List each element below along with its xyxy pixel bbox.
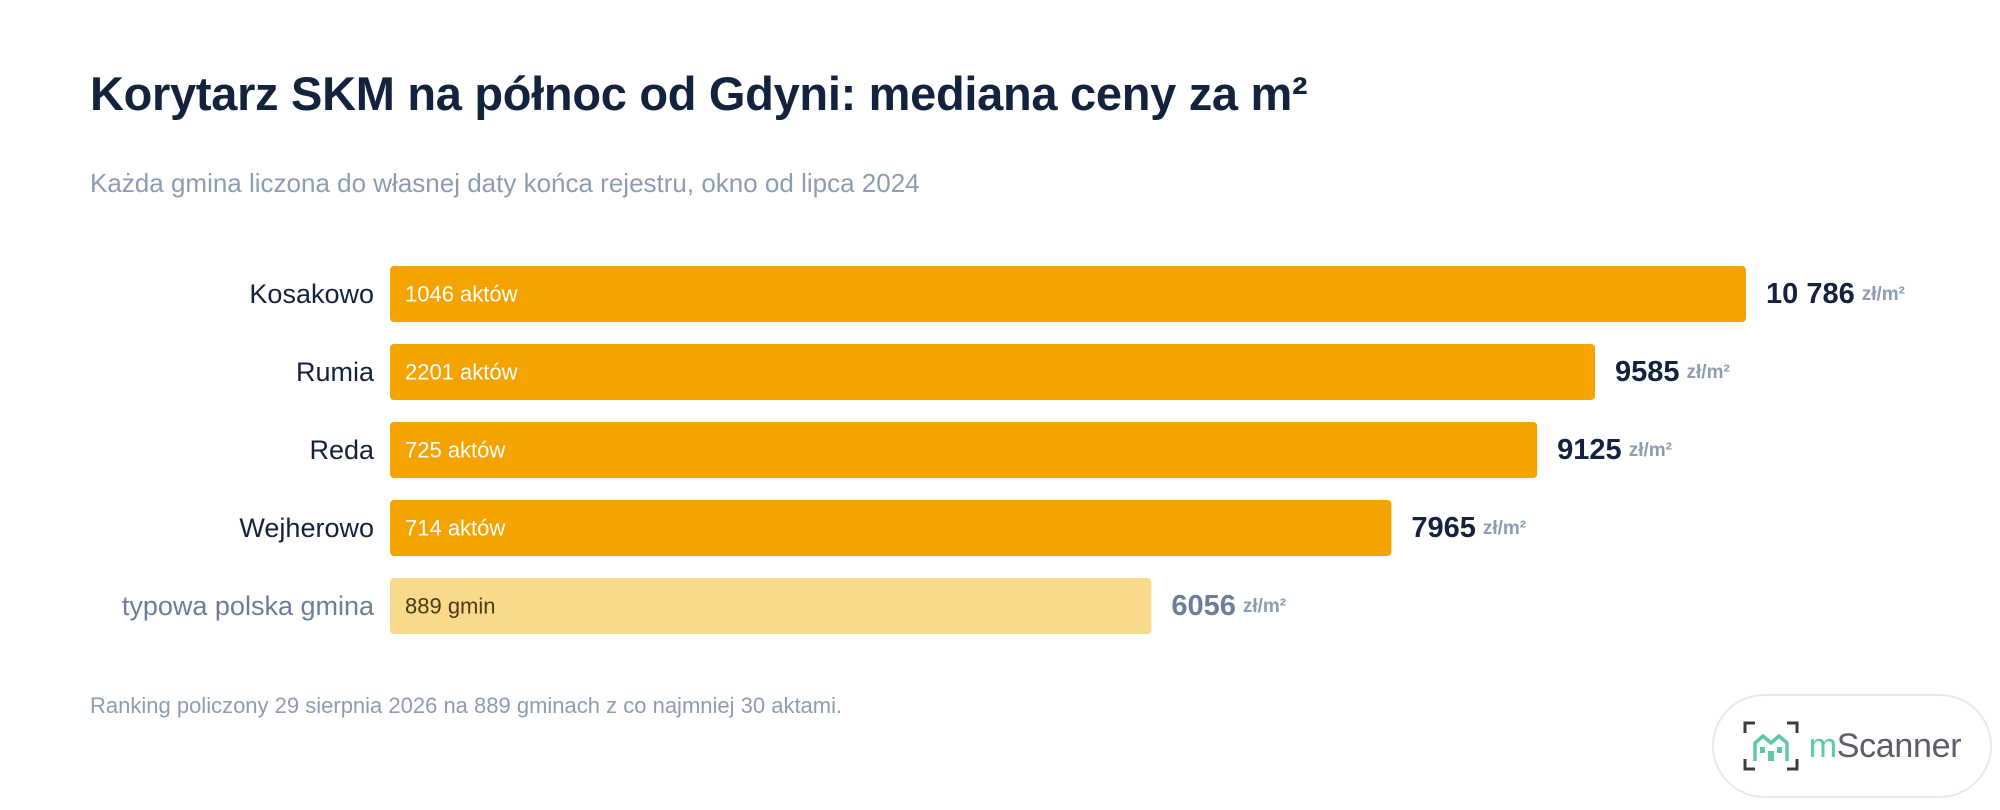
building-scan-icon <box>1743 721 1799 771</box>
bar <box>390 422 1538 478</box>
chart-title: Korytarz SKM na północ od Gdyni: mediana… <box>90 67 1308 120</box>
value-label: 9125 zł/m² <box>1557 434 1672 466</box>
bar-inner-label: 725 aktów <box>405 438 505 463</box>
bar <box>390 500 1392 556</box>
chart-subtitle: Każda gmina liczona do własnej daty końc… <box>90 168 920 198</box>
category-label: Wejherowo <box>239 513 374 543</box>
category-label: Reda <box>309 435 375 465</box>
bar <box>390 266 1746 322</box>
category-label: Rumia <box>296 357 375 387</box>
bar-inner-label: 1046 aktów <box>405 282 518 307</box>
bar <box>390 344 1596 400</box>
value-label: 10 786 zł/m² <box>1766 278 1905 310</box>
category-label: Kosakowo <box>249 279 374 309</box>
value-label: 6056 zł/m² <box>1171 590 1286 622</box>
bar <box>390 578 1152 634</box>
footnote: Ranking policzony 29 sierpnia 2026 na 88… <box>90 693 843 718</box>
bar-inner-label: 714 aktów <box>405 516 505 541</box>
bar-inner-label: 2201 aktów <box>405 360 518 385</box>
bar-chart: Kosakowo 1046 aktów 10 786 zł/m² Rumia 2201 a… <box>122 266 1905 634</box>
value-label: 9585 zł/m² <box>1615 356 1730 388</box>
mscanner-logo: mScanner <box>1712 694 1992 798</box>
bar-inner-label: 889 gmin <box>405 594 496 619</box>
value-label: 7965 zł/m² <box>1411 512 1526 544</box>
category-label: typowa polska gmina <box>122 591 375 621</box>
logo-text: mScanner <box>1808 726 1962 765</box>
